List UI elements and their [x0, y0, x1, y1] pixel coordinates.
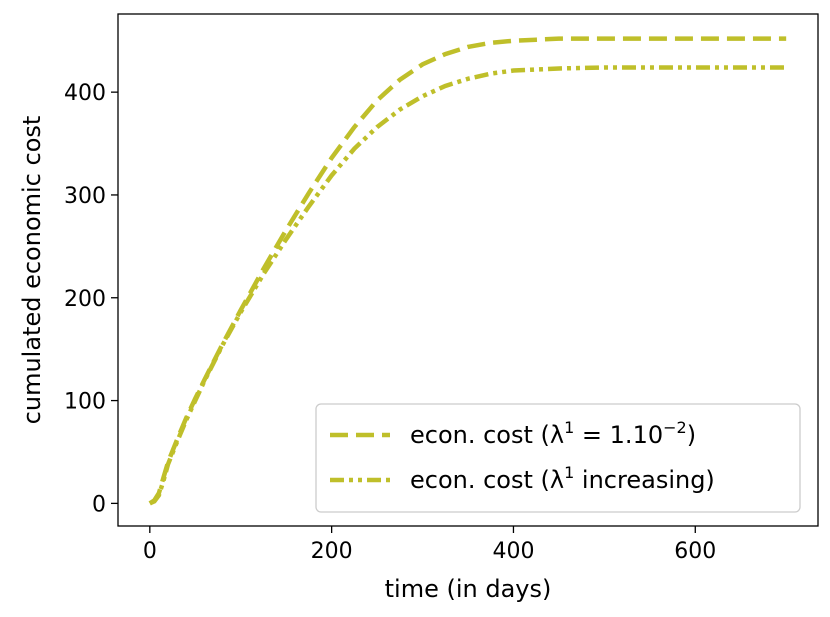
legend-entry-0-sup2: −2: [663, 418, 687, 437]
legend-entry-0-rest: = 1.10: [574, 421, 663, 449]
y-tick-label: 300: [64, 184, 106, 209]
legend-entry-0-sup: 1: [564, 418, 574, 437]
y-tick-label: 200: [64, 287, 106, 312]
x-tick-label: 600: [674, 539, 716, 564]
legend-entry-1-rest: increasing): [574, 466, 715, 494]
legend-entry-0: econ. cost (λ1 = 1.10−2): [410, 418, 696, 449]
legend-entry-0-name: econ. cost (λ: [410, 421, 564, 449]
series-line-1: [148, 65, 787, 506]
x-tick-label: 400: [492, 539, 534, 564]
y-tick-label: 100: [64, 390, 106, 415]
y-tick-label: 0: [92, 492, 106, 517]
legend-entry-0-close: ): [687, 421, 696, 449]
legend-entry-1-name: econ. cost (λ: [410, 466, 564, 494]
x-axis-label: time (in days): [385, 575, 552, 603]
series-layer: [148, 36, 787, 506]
y-tick-label: 400: [64, 81, 106, 106]
x-tick-label: 0: [143, 539, 157, 564]
legend: econ. cost (λ1 = 1.10−2) econ. cost (λ1 …: [315, 403, 801, 513]
y-axis-label: cumulated economic cost: [18, 116, 46, 425]
ticks-layer: 0 200 400 600 0 100 200 300 400: [64, 81, 716, 564]
x-tick-label: 200: [311, 539, 353, 564]
plot-frame: [117, 13, 819, 527]
legend-entry-1: econ. cost (λ1 increasing): [410, 463, 715, 494]
legend-box: [315, 403, 801, 513]
legend-entry-1-sup: 1: [564, 463, 574, 482]
